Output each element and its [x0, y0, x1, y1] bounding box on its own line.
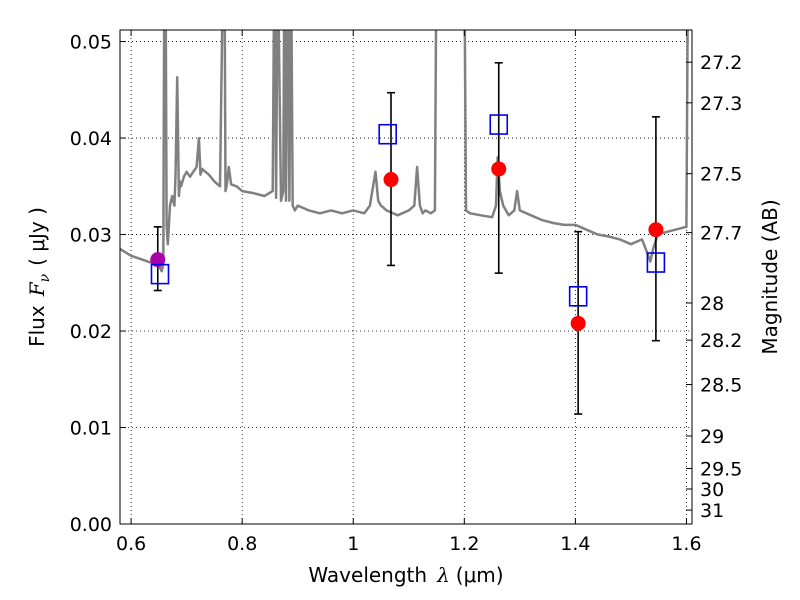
magnitude-tick-label: 27.5 — [700, 164, 742, 186]
y-tick-label: 0.02 — [70, 321, 112, 343]
x-axis-label: Wavelength — [308, 563, 427, 587]
plot-background — [120, 30, 692, 524]
magnitude-tick-label: 28.5 — [700, 375, 742, 397]
model-point-square — [489, 114, 509, 135]
y-tick-label: 0.00 — [70, 514, 112, 536]
magnitude-tick-label: 28 — [700, 293, 724, 315]
model-point-square — [150, 263, 170, 285]
model-spectrum — [120, 30, 689, 273]
x-tick-label: 1.6 — [671, 533, 701, 555]
data-points — [150, 62, 666, 415]
magnitude-tick-label: 27.3 — [700, 93, 742, 115]
y-tick-label: 0.03 — [70, 225, 112, 247]
x-tick-label: 1.2 — [449, 533, 479, 555]
magnitude-tick-label: 27.7 — [700, 223, 742, 245]
magnitude-tick-label: 27.2 — [700, 52, 742, 74]
y-tick-label: 0.01 — [70, 418, 112, 440]
x-axis-unit: (μm) — [456, 563, 504, 587]
model-point-square — [568, 285, 588, 307]
magnitude-tick-label: 30 — [700, 479, 724, 501]
y-axis-symbol: F — [25, 281, 49, 297]
x-tick-label: 0.6 — [116, 533, 146, 555]
x-axis-symbol: λ — [436, 563, 450, 587]
x-tick-label: 1 — [347, 533, 359, 555]
data-point-circle — [491, 161, 507, 177]
axis-ticks: 0.6 0.8 1 1.2 1.4 1.6 0.00 0.01 0.02 0.03 0.04 0.05… — [70, 30, 742, 555]
y-axis-label: Flux — [25, 305, 49, 347]
spectrum-line — [120, 30, 689, 273]
data-point-circle — [570, 315, 586, 331]
y-tick-label: 0.05 — [70, 32, 112, 54]
magnitude-tick-label: 29 — [700, 426, 724, 448]
magnitude-axis-title: Magnitude (AB) — [758, 199, 782, 354]
x-tick-label: 0.8 — [227, 533, 257, 555]
data-point-circle — [383, 172, 399, 188]
plot-frame — [119, 29, 693, 525]
y-axis-unit: ( μJy ) — [25, 207, 49, 266]
magnitude-tick-label: 28.2 — [700, 330, 742, 352]
data-point-circle — [150, 252, 166, 268]
x-axis-title: Wavelength λ (μm) — [308, 563, 503, 587]
data-point-circle — [648, 222, 664, 238]
magnitude-tick-label: 29.5 — [700, 458, 742, 480]
y-tick-label: 0.04 — [70, 128, 112, 150]
y-axis-subscript: ν — [37, 273, 53, 282]
model-point-square — [378, 123, 397, 145]
y-axis-title: Flux Fν ( μJy ) — [25, 207, 53, 347]
x-tick-label: 1.4 — [560, 533, 590, 555]
magnitude-tick-label: 31 — [700, 500, 724, 522]
model-point-square — [646, 252, 666, 273]
